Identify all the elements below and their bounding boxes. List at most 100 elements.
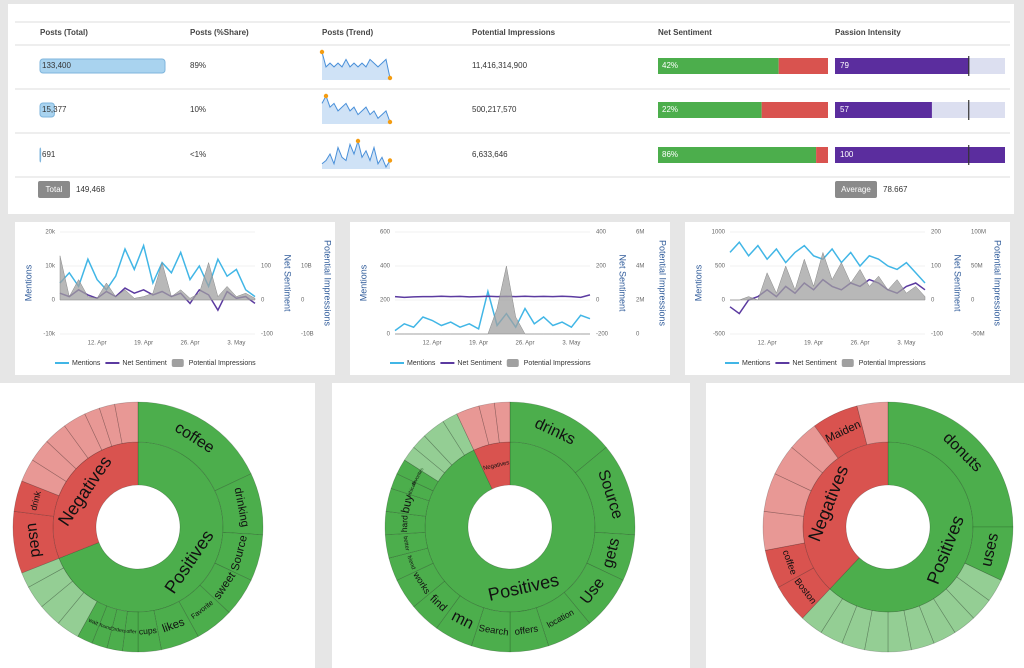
sentiment-positive <box>658 58 779 74</box>
y-tick-label: 20k <box>45 230 56 236</box>
sunburst-outer <box>390 473 434 502</box>
sunburst-outer-label: offers <box>514 623 539 638</box>
y3-tick-label: 2M <box>636 298 644 304</box>
x-tick-label: 26. Apr <box>515 341 534 347</box>
y-tick-label: 0 <box>722 298 726 304</box>
x-tick-label: 19. Apr <box>469 341 488 347</box>
y3-tick-label: 50M <box>971 264 983 270</box>
y3-tick-label: -10B <box>301 332 314 338</box>
y2-tick-label: 200 <box>931 230 942 236</box>
total-badge <box>38 181 70 198</box>
sunburst-outer <box>820 598 858 644</box>
column-header: Passion Intensity <box>835 28 901 37</box>
x-tick-label: 26. Apr <box>850 341 869 347</box>
x-tick-label: 3. May <box>227 341 245 347</box>
y3-axis-title: Potential Impressions <box>323 240 333 327</box>
column-header: Posts (Total) <box>40 28 88 37</box>
sunburst-outer <box>774 446 823 492</box>
y2-axis-title: Net Sentiment <box>953 254 963 312</box>
sunburst-outer <box>114 401 139 444</box>
line-series <box>394 294 591 299</box>
impressions: 6,633,646 <box>472 150 508 159</box>
sunburst-outer <box>32 441 77 482</box>
y-tick-label: 0 <box>52 298 56 304</box>
x-tick-label: 12. Apr <box>423 341 442 347</box>
sunburst-outer <box>470 607 511 653</box>
y-tick-label: 500 <box>715 264 726 270</box>
sparkline-area <box>322 96 390 124</box>
x-tick-label: 3. May <box>897 341 915 347</box>
y-tick-label: 1000 <box>712 230 726 236</box>
sunburst-outer <box>586 532 636 581</box>
posts-bar <box>39 58 166 74</box>
y-tick-label: 200 <box>380 298 391 304</box>
x-tick-label: 26. Apr <box>180 341 199 347</box>
sunburst-outer <box>456 405 490 451</box>
y3-tick-label: 0 <box>636 332 640 338</box>
sunburst-outer <box>214 532 264 581</box>
sentiment-negative <box>816 147 828 163</box>
sunburst-outer-label: found <box>99 622 113 632</box>
x-tick-label: 19. Apr <box>804 341 823 347</box>
sunburst-outer <box>12 510 60 574</box>
legend-swatch <box>171 359 184 367</box>
passion-label: 79 <box>840 61 849 70</box>
line-series <box>394 288 591 332</box>
sentiment-label: 86% <box>662 150 678 159</box>
sentiment-label: 22% <box>662 105 678 114</box>
y2-tick-label: 0 <box>931 298 935 304</box>
y3-axis-title: Potential Impressions <box>658 240 668 327</box>
sentiment-negative <box>778 58 828 74</box>
sparkline-dot <box>319 49 325 55</box>
legend-label: Mentions <box>407 360 436 367</box>
impressions: 500,217,570 <box>472 105 517 114</box>
x-tick-label: 3. May <box>562 341 580 347</box>
sunburst-outer <box>137 401 252 492</box>
area-series <box>730 251 926 301</box>
y3-tick-label: 4M <box>636 264 644 270</box>
y-tick-label: -500 <box>713 332 726 338</box>
y2-tick-label: -200 <box>596 332 609 338</box>
sparkline-dot <box>387 119 393 125</box>
passion-bar <box>835 147 1005 163</box>
posts-share: <1% <box>190 150 206 159</box>
sunburst-outer <box>404 446 445 482</box>
y2-axis-title: Net Sentiment <box>618 254 628 312</box>
sparkline-dot <box>355 138 361 144</box>
sunburst-outer-label: used <box>23 522 44 559</box>
sunburst-outer <box>918 598 956 644</box>
y-axis-title: Mentions <box>358 264 368 301</box>
sparkline-dot <box>323 93 329 99</box>
sunburst-outer <box>791 425 839 474</box>
area-series <box>395 265 590 335</box>
sunburst-outer-label: uses <box>978 531 1002 568</box>
y-axis-title: Mentions <box>23 264 33 301</box>
column-header: Posts (Trend) <box>322 28 373 37</box>
average-badge <box>835 181 877 198</box>
sunburst-inner <box>424 441 596 613</box>
sunburst-outer <box>98 403 123 447</box>
y-tick-label: 0 <box>387 332 391 338</box>
posts-bar <box>39 147 42 163</box>
average-label: Average <box>841 185 871 194</box>
sparkline-area <box>322 141 390 169</box>
sparkline-area <box>322 52 390 80</box>
y3-tick-label: -50M <box>971 332 985 338</box>
passion-bar <box>835 58 970 74</box>
y2-tick-label: -100 <box>261 332 274 338</box>
sunburst-outer <box>121 610 139 653</box>
sunburst-inner <box>829 441 974 613</box>
sparkline <box>321 51 391 79</box>
posts-total: 691 <box>42 150 56 159</box>
sunburst-outer <box>396 562 445 608</box>
sunburst-outer <box>887 401 1014 528</box>
sunburst-outer <box>763 473 812 517</box>
passion-bar <box>835 102 932 118</box>
sunburst-outer <box>46 425 89 470</box>
y2-axis-title: Net Sentiment <box>283 254 293 312</box>
sunburst-outer <box>21 459 67 497</box>
y2-tick-label: -100 <box>931 332 944 338</box>
sparkline <box>321 94 391 123</box>
passion-label: 57 <box>840 105 849 114</box>
